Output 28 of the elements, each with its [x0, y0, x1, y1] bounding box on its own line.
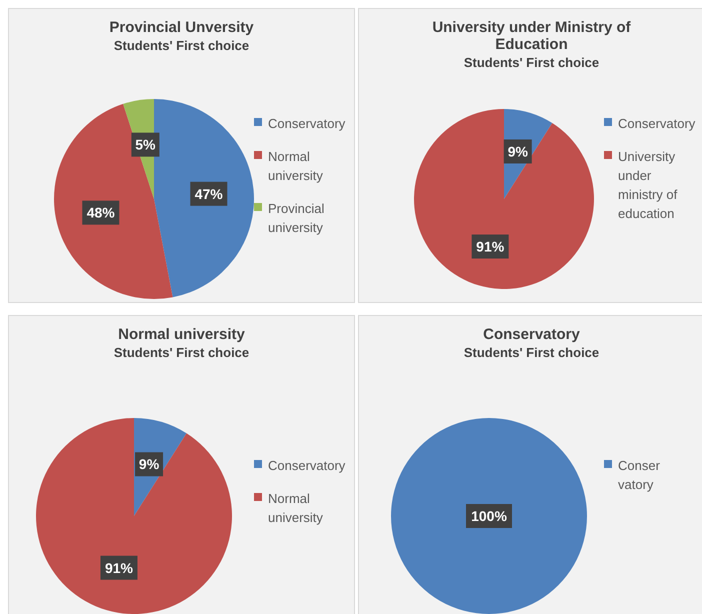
pie-slice	[36, 418, 232, 614]
data-label: 48%	[86, 204, 116, 221]
chart-subtitle: Students' First choice	[462, 345, 600, 360]
data-label: 5%	[135, 136, 156, 153]
chart-subtitle: Students' First choice	[112, 38, 250, 53]
pie-slice	[154, 99, 254, 298]
chart-title: Conservatory	[482, 326, 581, 343]
chart-title: Provincial Unversity	[108, 19, 255, 36]
data-label: 91%	[476, 238, 505, 255]
legend-label: University under ministry of education	[618, 148, 678, 223]
data-label: 9%	[138, 456, 160, 472]
legend-label: Normal university	[268, 148, 324, 185]
data-label: 9%	[508, 143, 528, 160]
chart-subtitle: Students' First choice	[112, 345, 250, 360]
chart-title: University under Ministry of Education	[431, 19, 632, 53]
pie-slice	[54, 104, 173, 299]
legend-label: Conservatory	[618, 115, 696, 133]
legend-label: Conservatory	[268, 115, 346, 133]
data-label: 47%	[194, 186, 224, 202]
legend-label: Conservatory	[618, 457, 661, 494]
pie-slice	[414, 109, 594, 289]
legend-label: Conservatory	[268, 457, 346, 475]
chart-subtitle: Students' First choice	[462, 55, 600, 70]
legend-label: Normal university	[268, 490, 324, 527]
chart-title: Normal university	[117, 326, 246, 343]
legend-label: Provincial university	[268, 200, 326, 237]
data-label: 91%	[104, 560, 134, 576]
data-label: 100%	[471, 508, 508, 524]
